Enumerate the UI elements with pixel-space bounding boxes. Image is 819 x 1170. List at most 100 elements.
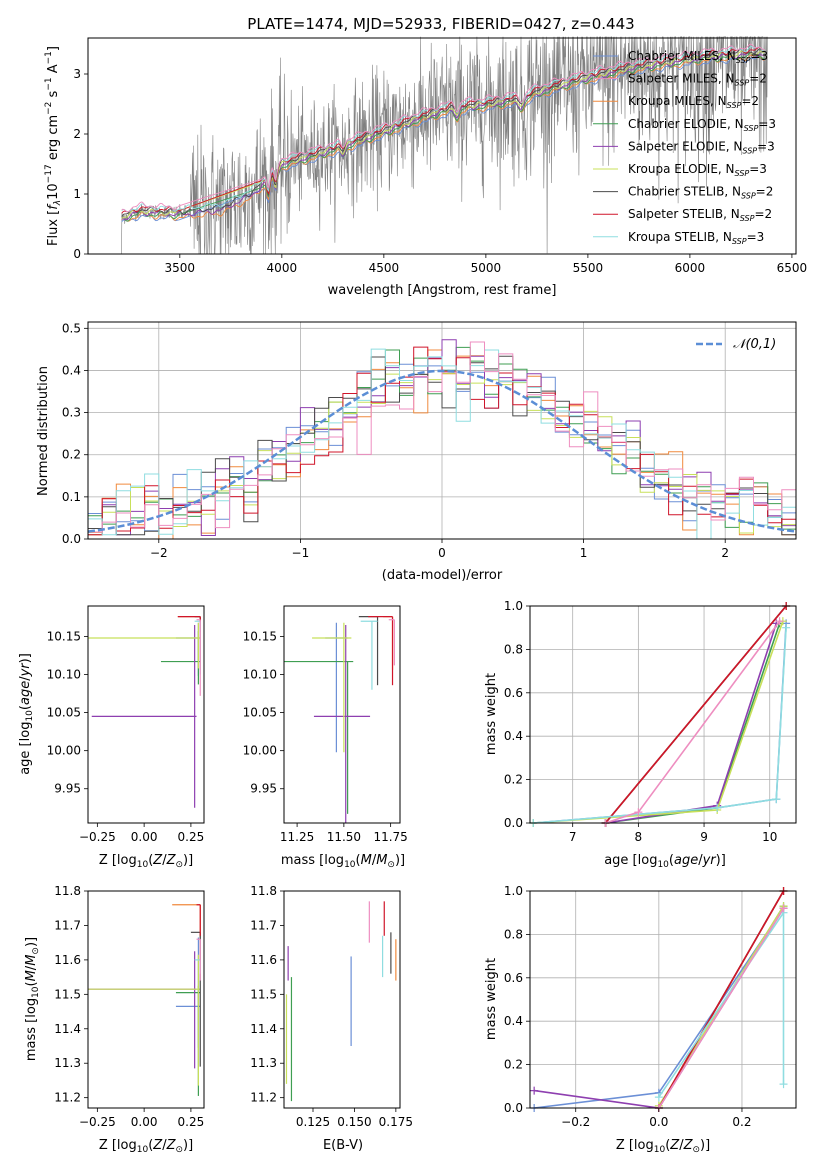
y-tick-label: 1.0 — [504, 599, 523, 613]
y-tick-label: 0.2 — [504, 773, 523, 787]
x-tick-label: 0 — [438, 546, 446, 560]
normal-legend-label: 𝒩(0,1) — [733, 337, 776, 352]
legend-label: Chabrier STELIB, NSSP=2 — [628, 185, 773, 201]
residual-xlabel: (data-model)/error — [382, 568, 503, 583]
y-tick-label: 1 — [73, 187, 81, 201]
y-tick-label: 0.6 — [504, 686, 523, 700]
mass-weight-curve — [658, 910, 785, 1098]
residual-ticks: −2 −1 0 1 2 0.0 0.1 0.2 0.3 0.4 0.5 — [62, 321, 729, 560]
massweight-vs-age-ticks: 7 8 9 10 0.0 0.2 0.4 0.6 0.8 1.0 — [504, 599, 777, 844]
y-tick-label: 10.10 — [243, 668, 277, 682]
massweight-vs-z-frame — [529, 890, 797, 1109]
y-tick-label: 0.0 — [504, 1101, 523, 1115]
mass-vs-ebv-plot-area — [285, 901, 397, 1102]
x-tick-label: 5000 — [471, 261, 502, 275]
y-tick-label: 11.6 — [54, 953, 81, 967]
y-tick-label: 0.0 — [62, 532, 81, 546]
y-tick-label: 11.5 — [54, 987, 81, 1001]
spectrum-legend: Chabrier MILES, NSSP=3 Salpeter MILES, NS… — [593, 49, 776, 246]
x-tick-label: 0.25 — [178, 830, 205, 844]
x-tick-label: 4500 — [369, 261, 400, 275]
y-tick-label: 0.2 — [504, 1058, 523, 1072]
massweight-vs-z-xlabel: Z [log10(Z/Z⊙)] — [616, 1138, 710, 1155]
massweight-vs-age-ylabel: mass weight — [484, 673, 499, 755]
age-vs-z-xlabel: Z [log10(Z/Z⊙)] — [99, 853, 193, 870]
x-tick-label: −2 — [150, 546, 168, 560]
x-tick-label: 1 — [580, 546, 588, 560]
mass-vs-z-plot-area — [88, 904, 201, 1096]
x-tick-label: −0.25 — [79, 830, 116, 844]
massweight-vs-age-panel: 7 8 9 10 0.0 0.2 0.4 0.6 0.8 1.0 age [log10(age/y… — [484, 599, 797, 870]
x-tick-label: −1 — [292, 546, 310, 560]
y-tick-label: 0.8 — [504, 642, 523, 656]
x-tick-label: 8 — [635, 830, 643, 844]
mass-weight-curve — [533, 627, 787, 824]
model-spectrum-line — [121, 54, 765, 222]
x-tick-label: 11.25 — [280, 830, 314, 844]
y-tick-label: 0.4 — [504, 729, 523, 743]
mass-weight-curve — [658, 890, 785, 1109]
residual-histogram-step — [88, 355, 796, 536]
age-vs-mass-frame — [283, 605, 401, 824]
x-tick-label: 0.00 — [131, 830, 158, 844]
y-tick-label: 2 — [73, 127, 81, 141]
age-vs-mass-plot-area — [284, 616, 395, 823]
y-tick-label: 0.4 — [504, 1014, 523, 1028]
massweight-vs-age-xlabel: age [log10(age/yr)] — [604, 853, 726, 870]
x-tick-label: 0.0 — [649, 1115, 668, 1129]
spectrum-frame — [87, 37, 797, 255]
x-tick-label: −0.25 — [79, 1115, 116, 1129]
y-tick-label: 11.4 — [250, 1022, 277, 1036]
age-vs-mass-panel: 11.25 11.50 11.759.9510.0010.0510.1010.15 … — [243, 605, 408, 870]
y-tick-label: 0.6 — [504, 971, 523, 985]
y-tick-label: 0.4 — [62, 363, 81, 377]
residual-plot-area — [87, 322, 797, 540]
residual-ylabel: Normed distribution — [36, 366, 51, 496]
mass-weight-curve — [605, 623, 781, 824]
legend-label: Kroupa ELODIE, NSSP=3 — [628, 162, 767, 178]
residual-panel: −2 −1 0 1 2 0.0 0.1 0.2 0.3 0.4 0.5 𝒩(0,1) (data-m… — [36, 321, 797, 583]
mass-vs-z-frame — [87, 890, 205, 1109]
y-tick-label: 11.8 — [250, 884, 277, 898]
y-tick-label: 1.0 — [504, 884, 523, 898]
normal-distribution-curve — [87, 369, 797, 533]
y-tick-label: 10.05 — [47, 706, 81, 720]
y-tick-label: 10.05 — [243, 706, 277, 720]
x-tick-label: 7 — [569, 830, 577, 844]
x-tick-label: 0.2 — [732, 1115, 751, 1129]
residual-histogram-step — [88, 348, 796, 540]
x-tick-label: 4000 — [267, 261, 298, 275]
age-vs-z-ticks: −0.25 0.00 0.25 9.95 10.00 10.05 10.10 10.15 — [47, 629, 205, 844]
age-vs-z-ylabel: age [log10(age/yr)] — [18, 653, 35, 775]
spectrum-ylabel: Flux [fλ10−17 erg cm−2 s−1 A−1] — [44, 46, 63, 246]
x-tick-label: 11.50 — [327, 830, 361, 844]
age-vs-mass-ticks: 11.25 11.50 11.75 9.95 10.00 10.05 10.10 10.15 — [243, 629, 408, 844]
x-tick-label: 3500 — [165, 261, 196, 275]
age-vs-mass-xlabel: mass [log10(M/M⊙)] — [281, 853, 405, 870]
y-tick-label: 0.5 — [62, 321, 81, 335]
massweight-vs-age-plot-area — [529, 602, 796, 827]
age-vs-z-frame — [87, 605, 205, 824]
massweight-vs-z-plot-area — [530, 887, 796, 1112]
residual-legend: 𝒩(0,1) — [696, 337, 776, 352]
mass-weight-curve — [604, 605, 787, 824]
y-tick-label: 10.00 — [47, 744, 81, 758]
y-tick-label: 10.15 — [47, 629, 81, 643]
model-spectrum-line — [121, 46, 765, 213]
legend-label: Salpeter STELIB, NSSP=2 — [628, 207, 772, 223]
y-tick-label: 11.5 — [250, 987, 277, 1001]
y-tick-label: 11.4 — [54, 1022, 81, 1036]
residual-histogram-step — [88, 339, 796, 536]
x-tick-label: 10 — [762, 830, 777, 844]
spectrum-panel: 3500 4000 4500 5000 5500 6000 6500 0 1 2 3 Chabrie… — [44, 36, 807, 298]
y-tick-label: 0.0 — [504, 816, 523, 830]
x-tick-label: 0.00 — [131, 1115, 158, 1129]
mass-vs-z-ticks: −0.25 0.00 0.25 11.2 11.3 11.4 11.5 11.6 11.7 11.… — [54, 884, 204, 1129]
y-tick-label: 10.10 — [47, 668, 81, 682]
x-tick-label: 2 — [721, 546, 729, 560]
y-tick-label: 11.3 — [54, 1056, 81, 1070]
y-tick-label: 11.2 — [250, 1091, 277, 1105]
legend-label: Kroupa MILES, NSSP=2 — [628, 94, 759, 110]
figure-title: PLATE=1474, MJD=52933, FIBERID=0427, z=0… — [247, 15, 634, 33]
